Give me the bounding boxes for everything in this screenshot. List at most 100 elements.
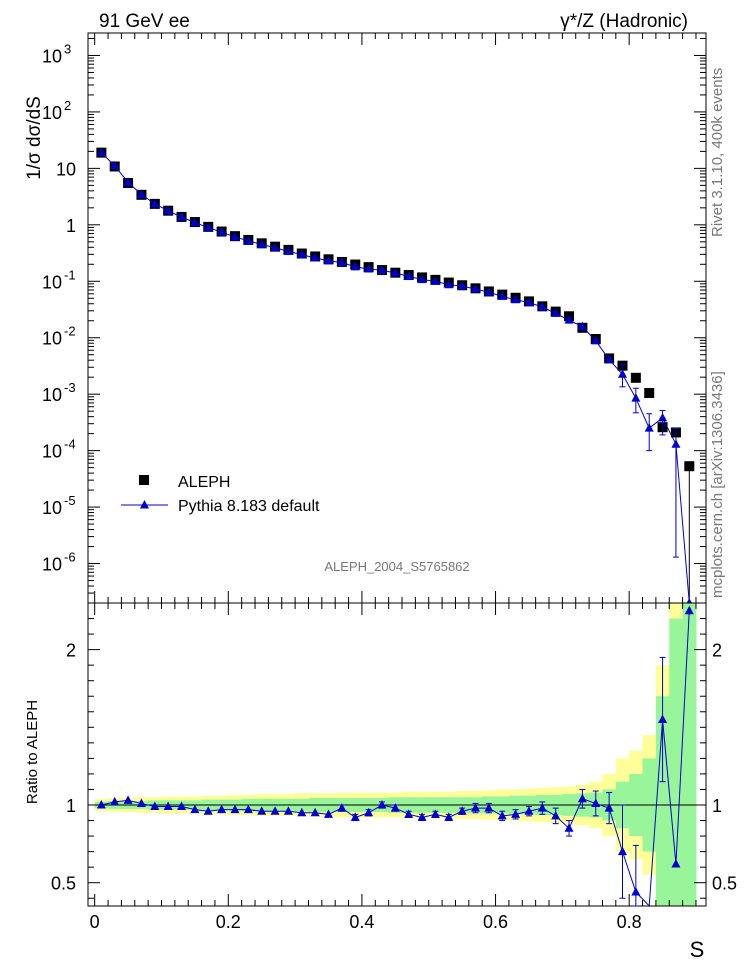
mc-point-pythia [524,297,534,307]
ratio-mc-point [163,801,173,811]
y-tick-exponent: 3 [64,41,71,56]
ratio-mc-point [364,807,374,817]
ratio-mc-point [283,806,293,815]
y-tick-label: 10 [42,103,62,123]
mc-point-pythia [564,315,574,324]
mc-point-pythia [644,423,654,432]
mc-point-pythia [671,439,681,448]
ratio-mc-point [324,809,334,818]
mc-point-pythia [177,212,187,221]
ratio-y-tick-label: 0.5 [51,874,76,894]
ratio-mc-point [230,804,240,814]
analysis-label: ALEPH_2004_S5765862 [324,559,469,574]
ratio-mc-point [337,803,347,812]
mc-point-pythia [283,246,293,255]
ratio-mc-point [430,809,440,818]
mc-point-pythia [190,217,200,226]
ratio-mc-point [150,801,160,811]
mc-point-pythia [591,335,601,345]
mc-point-pythia [444,279,454,289]
legend: ALEPH Pythia 8.183 default [121,474,320,515]
x-tick-label: 0.8 [617,912,642,932]
x-tick-label: 0 [90,912,100,932]
x-tick-label: 0.2 [216,912,241,932]
mc-point-pythia [163,205,173,215]
y-tick-label: 10 [42,442,62,462]
ratio-mc-point [684,605,694,615]
y-tick-label: 10 [42,555,62,575]
y-tick-exponent: -4 [64,437,76,452]
mc-point-pythia [604,354,614,364]
mc-point-pythia [297,249,307,259]
y-tick-label: 10 [42,329,62,349]
ratio-mc-point [257,806,267,815]
ratio-mc-point [631,887,641,896]
mc-point-pythia [457,281,467,290]
mc-point-pythia [350,261,360,271]
ratio-mc-point [497,810,507,820]
ratio-mc-point [577,793,587,803]
ratio-mc-point [243,804,253,814]
mc-point-pythia [497,291,507,300]
ratio-y-tick-label-right: 2 [712,641,722,661]
ratio-mc-point [671,859,681,868]
ratio-mc-point [658,714,668,724]
mc-point-pythia [243,235,253,245]
ratio-mc-point [217,804,227,814]
ratio-mc-point [471,803,481,812]
legend-label-aleph: ALEPH [178,474,230,491]
ratio-plot: 0 0.2 0.4 0.6 0.8 0.5 0.5 1 1 2 2 [51,602,737,932]
y-tick-label: 10 [42,272,62,292]
x-axis-label: S [690,937,705,962]
mc-point-pythia [537,302,547,311]
ratio-mc-point [551,810,561,820]
mc-point-pythia [136,189,146,198]
band-inner [682,603,697,906]
mc-point-pythia [404,271,414,280]
legend-label-pythia: Pythia 8.183 default [178,498,320,515]
mc-point-pythia [150,198,160,208]
legend-marker-pythia [140,500,149,509]
mc-point-pythia [577,321,587,331]
ratio-mc-point [350,812,360,821]
ratio-mc-point [484,803,494,812]
x-tick-label: 0.4 [349,912,374,932]
mc-point-pythia [471,283,481,293]
y-tick-exponent: -6 [64,550,76,565]
mc-point-pythia [270,242,280,252]
mc-point-pythia [310,252,320,262]
ratio-mc-point [617,846,627,856]
ratio-mc-point [457,806,467,815]
legend-marker-aleph [139,475,149,485]
header-left: 91 GeV ee [99,11,190,32]
ratio-y-tick-label: 2 [66,641,76,661]
mc-point-pythia [551,308,561,317]
mc-point-pythia [257,239,267,248]
mc-point-pythia [123,177,133,186]
main-ylabel: 1/σ dσ/dS [24,96,45,180]
mc-line [101,152,690,604]
y-tick-label: 10 [42,385,62,405]
ratio-mc-point [177,801,187,811]
mc-point-pythia [377,265,387,274]
ratio-mc-point [96,800,106,809]
ratio-y-tick-label: 1 [66,796,76,816]
ratio-mc-point [377,800,387,809]
ratio-mc-line [101,610,690,908]
side-text-top: Rivet 3.1.10, 400k events [709,68,726,237]
ratio-mc-point [310,807,320,817]
mc-point-pythia [617,369,627,378]
side-text-bottom: mcplots.cern.ch [arXiv:1306.3436] [709,371,726,598]
ratio-mc-point [110,796,120,806]
mc-point-pythia [110,160,120,170]
ratio-y-tick-label-right: 0.5 [712,874,737,894]
mc-point-pythia [511,294,521,304]
ratio-mc-point [136,798,146,807]
ratio-mc-point [123,795,133,804]
mc-point-pythia [631,393,641,402]
x-tick-label: 0.6 [483,912,508,932]
mc-point-pythia [324,255,334,265]
mc-point-pythia [203,222,213,232]
ratio-mc-point [297,807,307,817]
